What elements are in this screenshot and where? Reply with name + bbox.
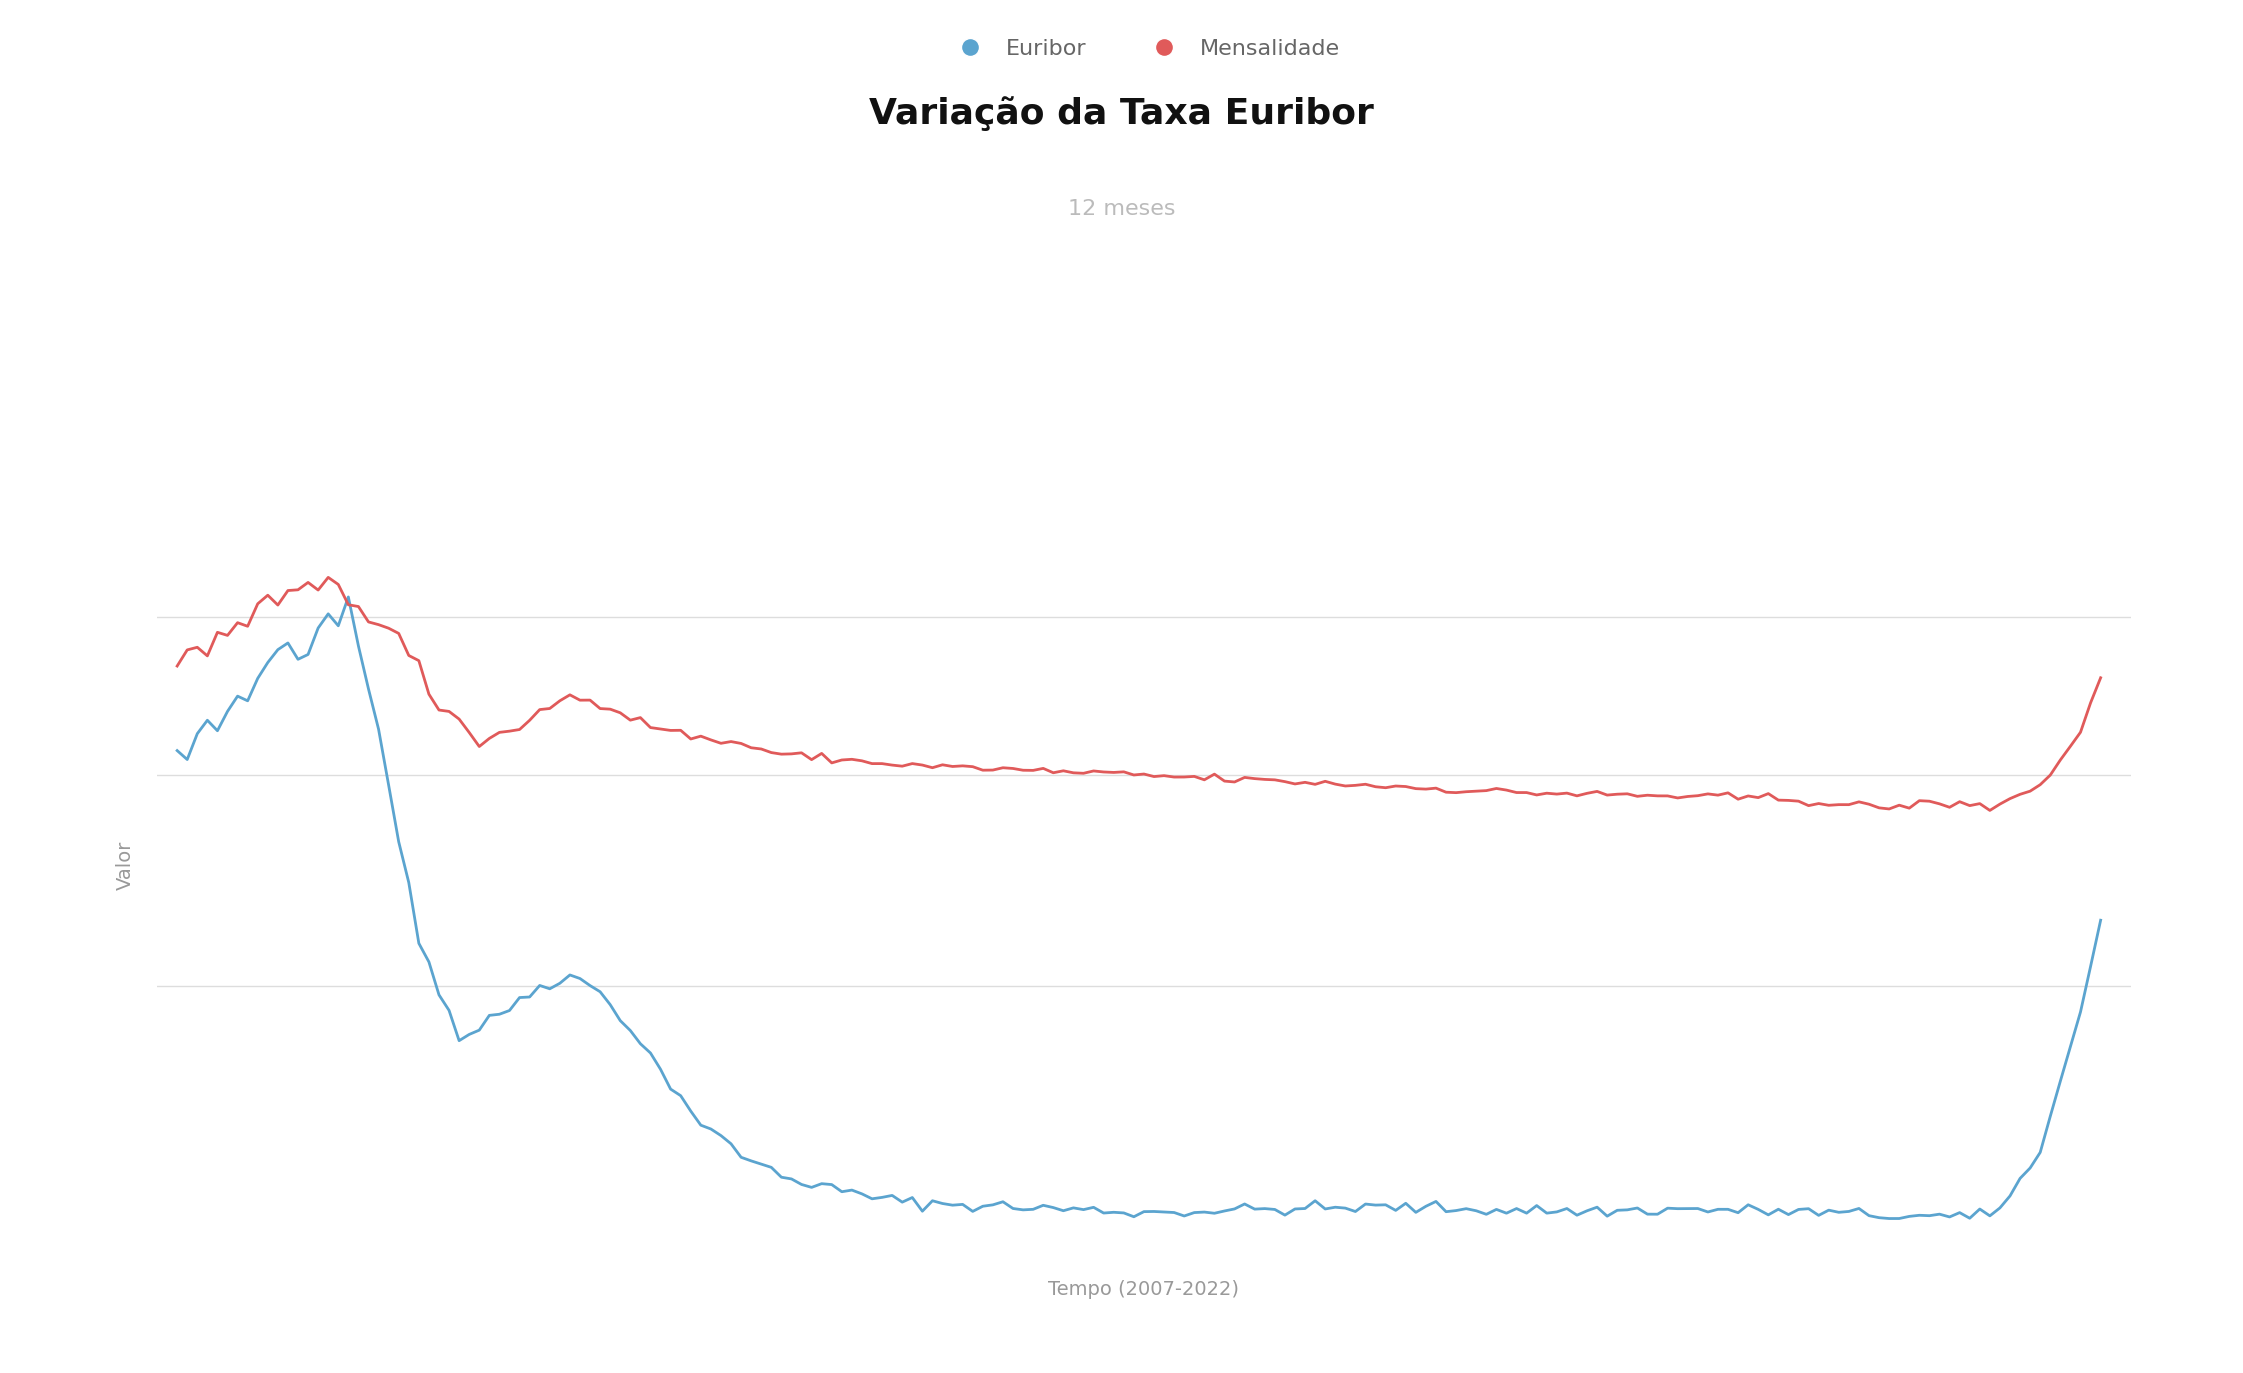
Y-axis label: Valor: Valor (117, 840, 135, 890)
Legend: Euribor, Mensalidade: Euribor, Mensalidade (940, 30, 1348, 69)
Text: Variação da Taxa Euribor: Variação da Taxa Euribor (868, 96, 1375, 130)
Text: 12 meses: 12 meses (1068, 199, 1175, 220)
X-axis label: Tempo (2007-2022): Tempo (2007-2022) (1047, 1280, 1240, 1299)
